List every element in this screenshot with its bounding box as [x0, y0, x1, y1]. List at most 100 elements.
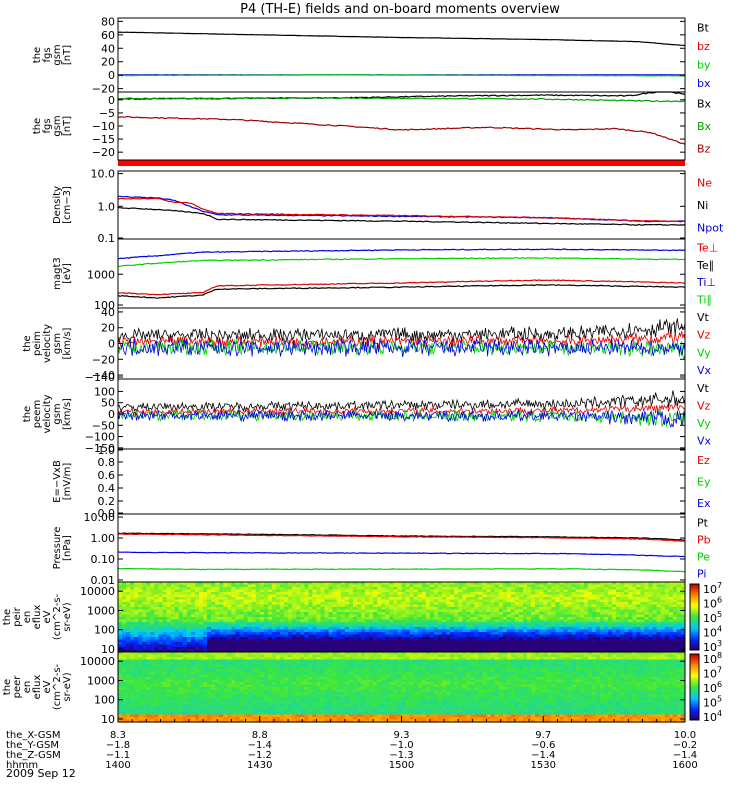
heatmap-cell — [478, 652, 483, 656]
heatmap-cell — [652, 589, 658, 593]
heatmap-cell — [624, 644, 629, 648]
heatmap-cell — [308, 642, 313, 646]
heatmap-cell — [150, 609, 155, 613]
heatmap-cell — [543, 604, 548, 608]
heatmap-cell — [203, 639, 208, 643]
heatmap-cell — [239, 654, 245, 658]
heatmap-cell — [150, 657, 155, 661]
heatmap-cell — [652, 629, 658, 633]
heatmap-cell — [482, 624, 488, 628]
heatmap-cell — [251, 654, 257, 658]
heatmap-cell — [178, 662, 184, 666]
y-axis-label-line: the — [32, 47, 43, 63]
heatmap-cell — [652, 619, 658, 623]
heatmap-cell — [433, 617, 439, 621]
heatmap-cell — [640, 634, 645, 638]
heatmap-cell — [600, 602, 605, 606]
legend-entry: Vt — [697, 382, 710, 395]
heatmap-cell — [600, 589, 605, 593]
heatmap-cell — [437, 649, 443, 653]
heatmap-cell — [178, 609, 184, 613]
heatmap-cell — [393, 589, 398, 593]
heatmap-cell — [591, 612, 597, 616]
heatmap-cell — [162, 597, 168, 601]
heatmap-cell — [413, 614, 419, 618]
heatmap-cell — [267, 589, 273, 593]
heatmap-cell — [259, 602, 265, 606]
heatmap-cell — [527, 634, 532, 638]
heatmap-cell — [676, 614, 682, 618]
heatmap-cell — [397, 624, 402, 628]
heatmap-cell — [174, 617, 180, 621]
heatmap-cell — [146, 647, 151, 651]
heatmap-cell — [628, 632, 633, 636]
heatmap-cell — [304, 587, 309, 591]
heatmap-cell — [203, 637, 208, 641]
heatmap-cell — [644, 632, 650, 636]
heatmap-cell — [361, 639, 366, 643]
heatmap-cell — [170, 659, 176, 663]
heatmap-cell — [555, 599, 560, 603]
heatmap-cell — [433, 642, 439, 646]
heatmap-cell — [231, 622, 236, 626]
heatmap-cell — [122, 654, 127, 658]
heatmap-cell — [409, 647, 415, 651]
heatmap-cell — [575, 662, 581, 666]
heatmap-cell — [591, 652, 597, 656]
heatmap-cell — [498, 597, 504, 601]
heatmap-cell — [616, 644, 621, 648]
heatmap-cell — [470, 592, 475, 596]
heatmap-cell — [519, 644, 524, 648]
heatmap-cell — [442, 654, 447, 658]
heatmap-cell — [190, 632, 196, 636]
heatmap-cell — [373, 637, 378, 641]
heatmap-cell — [243, 642, 249, 646]
heatmap-cell — [219, 589, 224, 593]
heatmap-cell — [616, 647, 621, 651]
heatmap-cell — [462, 619, 467, 623]
heatmap-cell — [162, 592, 168, 596]
heatmap-cell — [328, 622, 334, 626]
heatmap-cell — [203, 654, 208, 658]
heatmap-cell — [612, 604, 617, 608]
heatmap-cell — [126, 652, 131, 656]
heatmap-cell — [348, 594, 354, 598]
y-axis-label-line: fgs — [42, 118, 53, 133]
heatmap-cell — [150, 587, 155, 591]
heatmap-cell — [587, 582, 593, 586]
heatmap-cell — [178, 649, 184, 653]
heatmap-cell — [446, 607, 451, 611]
heatmap-cell — [186, 622, 192, 626]
heatmap-cell — [632, 654, 637, 658]
y-tick-label: 40 — [101, 42, 115, 55]
heatmap-cell — [292, 624, 297, 628]
heatmap-cell — [664, 632, 670, 636]
heatmap-cell — [624, 609, 629, 613]
heatmap-cell — [142, 609, 147, 613]
y-axis-label-line: (cm^2-s- — [52, 593, 63, 640]
heatmap-cell — [523, 632, 528, 636]
heatmap-cell — [498, 602, 504, 606]
heatmap-cell — [215, 599, 220, 603]
heatmap-cell — [174, 647, 180, 651]
heatmap-cell — [267, 602, 273, 606]
heatmap-cell — [304, 654, 309, 658]
heatmap-cell — [458, 607, 463, 611]
heatmap-cell — [275, 604, 281, 608]
heatmap-cell — [352, 619, 358, 623]
heatmap-cell — [243, 612, 249, 616]
heatmap-cell — [612, 619, 617, 623]
heatmap-cell — [624, 582, 629, 586]
heatmap-cell — [219, 644, 224, 648]
heatmap-cell — [494, 624, 500, 628]
heatmap-cell — [462, 599, 467, 603]
heatmap-cell — [231, 599, 236, 603]
heatmap-cell — [235, 584, 240, 588]
heatmap-cell — [284, 604, 289, 608]
heatmap-cell — [227, 657, 232, 661]
y-tick-label: 1.00 — [91, 532, 116, 545]
heatmap-cell — [510, 609, 516, 613]
heatmap-cell — [239, 639, 245, 643]
heatmap-cell — [324, 602, 330, 606]
heatmap-cell — [284, 627, 289, 631]
